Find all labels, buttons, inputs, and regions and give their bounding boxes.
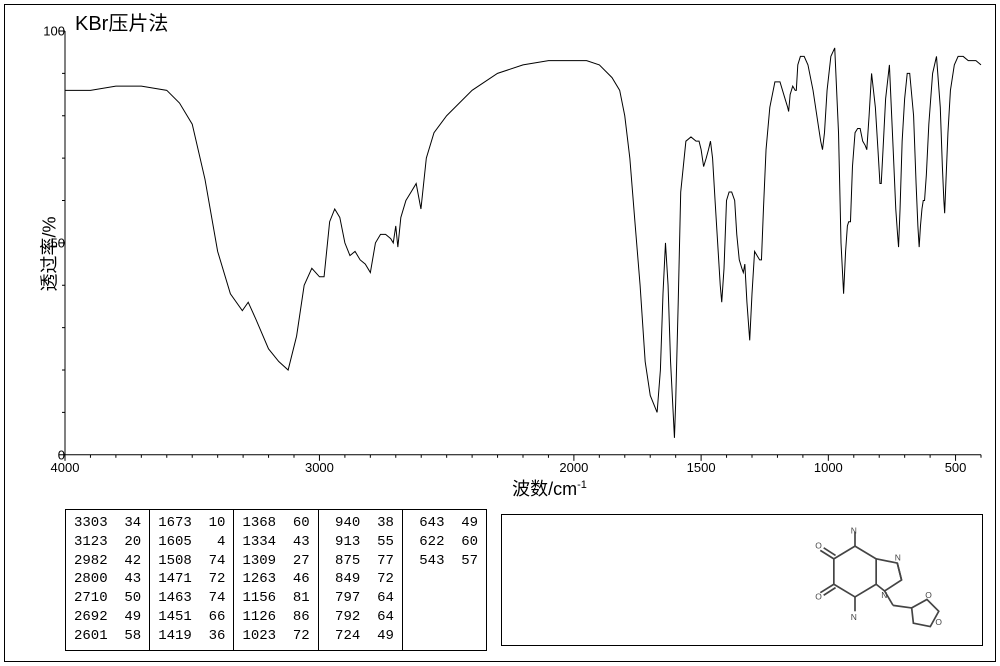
svg-text:N: N bbox=[894, 552, 900, 562]
svg-text:O: O bbox=[935, 617, 942, 627]
data-band: 3303 34 3123 20 2982 42 2800 43 2710 50 … bbox=[5, 503, 995, 661]
svg-text:O: O bbox=[815, 591, 822, 601]
peak-column: 643 49 622 60 543 57 bbox=[403, 510, 486, 650]
x-axis-label: 波数/cm-1 bbox=[512, 475, 587, 501]
xtick: 1000 bbox=[814, 460, 843, 475]
peak-column: 940 38 913 55 875 77 849 72 797 64 792 6… bbox=[319, 510, 403, 650]
molecule-structure-icon: O O N N N N O O bbox=[800, 525, 952, 635]
xtick: 4000 bbox=[51, 460, 80, 475]
ytick-50: 50 bbox=[43, 235, 65, 250]
svg-text:N: N bbox=[881, 590, 887, 600]
peak-table: 3303 34 3123 20 2982 42 2800 43 2710 50 … bbox=[65, 509, 487, 651]
xtick: 3000 bbox=[305, 460, 334, 475]
xtick: 1500 bbox=[687, 460, 716, 475]
ytick-100: 100 bbox=[43, 24, 65, 39]
xtick: 2000 bbox=[559, 460, 588, 475]
svg-text:N: N bbox=[850, 612, 856, 622]
molecule-box: O O N N N N O O bbox=[501, 514, 983, 646]
peak-column: 3303 34 3123 20 2982 42 2800 43 2710 50 … bbox=[66, 510, 150, 650]
plot-region bbox=[65, 31, 981, 455]
peak-column: 1673 10 1605 4 1508 74 1471 72 1463 74 1… bbox=[150, 510, 234, 650]
chart-area: KBr压片法 透过率/% 100 50 0 4000 3000 2000 150… bbox=[5, 5, 995, 503]
xtick: 500 bbox=[945, 460, 967, 475]
peak-column: 1368 60 1334 43 1309 27 1263 46 1156 81 … bbox=[234, 510, 318, 650]
svg-text:O: O bbox=[925, 590, 932, 600]
y-axis-label: 透过率/% bbox=[36, 216, 62, 291]
spectrum-line-chart bbox=[65, 31, 981, 455]
figure-frame: KBr压片法 透过率/% 100 50 0 4000 3000 2000 150… bbox=[4, 4, 996, 662]
svg-text:N: N bbox=[850, 525, 856, 535]
svg-text:O: O bbox=[815, 541, 822, 551]
